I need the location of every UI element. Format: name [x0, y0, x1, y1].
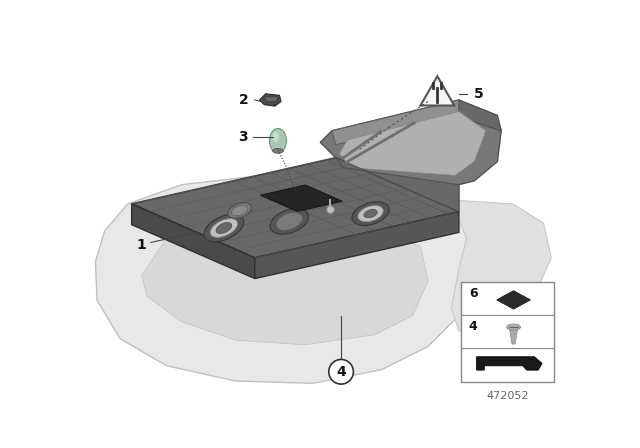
Text: 6: 6 — [469, 287, 477, 300]
Text: 4: 4 — [469, 320, 477, 333]
Polygon shape — [459, 100, 501, 131]
Circle shape — [326, 206, 334, 213]
Ellipse shape — [270, 209, 308, 234]
Ellipse shape — [364, 209, 377, 218]
Polygon shape — [477, 357, 542, 370]
Polygon shape — [264, 97, 278, 102]
Polygon shape — [320, 100, 501, 211]
Polygon shape — [260, 185, 342, 211]
Ellipse shape — [273, 132, 279, 142]
Text: 472052: 472052 — [486, 391, 529, 401]
Circle shape — [329, 359, 353, 384]
Text: 4: 4 — [336, 365, 346, 379]
Polygon shape — [141, 220, 428, 345]
Ellipse shape — [358, 206, 383, 222]
Ellipse shape — [507, 324, 520, 330]
Polygon shape — [332, 100, 501, 145]
Ellipse shape — [273, 148, 284, 153]
Ellipse shape — [276, 212, 303, 230]
Bar — [461, 282, 554, 382]
Text: 1: 1 — [137, 238, 147, 252]
Polygon shape — [340, 112, 486, 176]
Polygon shape — [497, 291, 531, 309]
Ellipse shape — [269, 129, 287, 153]
Ellipse shape — [228, 203, 252, 218]
Polygon shape — [95, 173, 482, 383]
Polygon shape — [259, 94, 281, 106]
Text: 2: 2 — [239, 93, 248, 107]
Text: 3: 3 — [239, 130, 248, 144]
Polygon shape — [451, 200, 551, 335]
Polygon shape — [336, 158, 459, 211]
Ellipse shape — [232, 205, 248, 216]
Polygon shape — [509, 330, 517, 344]
Polygon shape — [132, 158, 459, 258]
Ellipse shape — [211, 219, 237, 237]
Text: 5: 5 — [474, 87, 484, 101]
Ellipse shape — [352, 202, 389, 225]
Ellipse shape — [204, 214, 244, 242]
Ellipse shape — [216, 223, 232, 233]
Polygon shape — [132, 204, 255, 279]
Polygon shape — [420, 76, 454, 106]
Polygon shape — [255, 211, 459, 279]
